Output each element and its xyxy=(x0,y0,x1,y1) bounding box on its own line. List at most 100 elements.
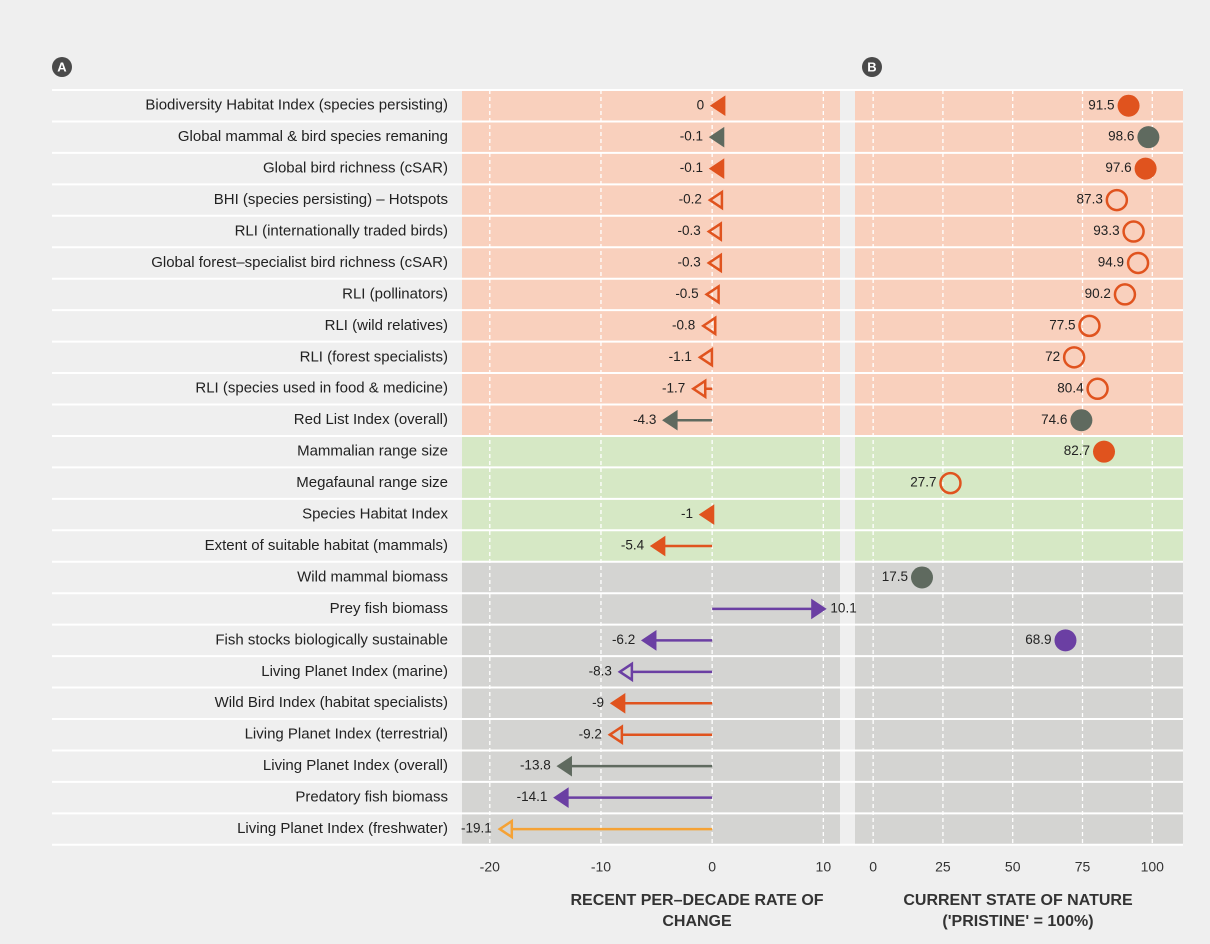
row-band xyxy=(855,530,1183,562)
value-label: -0.8 xyxy=(672,317,695,332)
arrow xyxy=(640,630,713,651)
dot xyxy=(1122,220,1145,243)
category-label: Global bird richness (cSAR) xyxy=(263,160,448,177)
value-label: 27.7 xyxy=(910,475,936,490)
row-band xyxy=(462,310,840,342)
arrow xyxy=(497,818,713,840)
value-label: 97.6 xyxy=(1105,160,1131,175)
arrow xyxy=(617,661,713,683)
x-tick-label: 0 xyxy=(869,859,877,875)
category-label: Wild mammal biomass xyxy=(297,568,448,585)
row-band xyxy=(462,467,840,499)
row-band xyxy=(462,341,840,374)
arrow xyxy=(709,95,726,117)
dot xyxy=(1137,126,1160,149)
row-band xyxy=(855,310,1183,342)
category-label: Prey fish biomass xyxy=(330,600,448,617)
dot xyxy=(1117,94,1140,117)
category-label: BHI (species persisting) – Hotspots xyxy=(214,191,448,208)
dot xyxy=(1070,409,1093,432)
arrow xyxy=(706,221,723,242)
row-band xyxy=(855,467,1183,499)
category-label: Red List Index (overall) xyxy=(294,411,448,428)
dot xyxy=(1062,346,1086,369)
arrow xyxy=(704,284,720,305)
value-label: -19.1 xyxy=(461,821,492,836)
value-label: 90.2 xyxy=(1085,286,1111,301)
value-label: -9 xyxy=(592,695,604,710)
category-label: RLI (forest specialists) xyxy=(300,348,448,365)
value-label: -0.5 xyxy=(675,286,698,301)
category-label: Living Planet Index (marine) xyxy=(261,663,448,680)
arrow xyxy=(712,598,827,620)
arrow xyxy=(706,252,723,274)
x-tick-label: 100 xyxy=(1141,859,1165,875)
category-label: Biodiversity Habitat Index (species pers… xyxy=(145,97,448,114)
value-label: -1.1 xyxy=(669,349,692,364)
value-label: 72 xyxy=(1045,349,1060,364)
value-label: -13.8 xyxy=(520,758,551,773)
row-band xyxy=(855,121,1183,153)
arrow xyxy=(649,535,713,557)
value-label: 91.5 xyxy=(1088,97,1114,112)
x-tick-label: -20 xyxy=(480,859,500,875)
row-band xyxy=(462,121,840,153)
panel-badge xyxy=(52,57,72,77)
x-tick-label: 0 xyxy=(708,859,716,875)
value-label: 74.6 xyxy=(1041,412,1067,427)
category-label: Living Planet Index (freshwater) xyxy=(237,820,448,837)
value-label: 87.3 xyxy=(1077,192,1103,207)
value-label: -9.2 xyxy=(579,726,602,741)
value-label: -5.4 xyxy=(621,538,645,553)
row-band xyxy=(855,656,1183,688)
row-band xyxy=(855,781,1183,814)
row-band xyxy=(855,624,1183,657)
row-band xyxy=(855,687,1183,719)
arrow xyxy=(697,346,714,368)
panel-label: B xyxy=(867,59,876,74)
x-tick-label: 10 xyxy=(816,859,832,875)
value-label: 94.9 xyxy=(1098,255,1124,270)
dot xyxy=(1126,251,1150,275)
category-label: Extent of suitable habitat (mammals) xyxy=(205,537,448,554)
arrow xyxy=(690,378,713,400)
dot xyxy=(1086,377,1109,401)
arrow xyxy=(553,787,713,808)
panel-label: A xyxy=(57,59,67,74)
x-tick-label: -10 xyxy=(591,859,611,875)
row-band xyxy=(462,278,840,311)
row-band xyxy=(462,404,840,436)
row-band xyxy=(462,498,840,531)
row-band xyxy=(855,498,1183,531)
category-label: Living Planet Index (terrestrial) xyxy=(245,726,448,743)
row-band xyxy=(855,813,1183,845)
x-tick-label: 50 xyxy=(1005,859,1021,875)
row-band xyxy=(855,561,1183,594)
category-label: RLI (internationally traded birds) xyxy=(235,222,448,239)
row-band xyxy=(855,184,1183,216)
row-band xyxy=(462,435,840,468)
row-band xyxy=(462,215,840,248)
category-label: Global forest–specialist bird richness (… xyxy=(151,254,448,271)
category-label: Global mammal & bird species remaning xyxy=(178,128,448,145)
value-label: -14.1 xyxy=(517,789,548,804)
row-band xyxy=(855,750,1183,782)
x-tick-label: 75 xyxy=(1075,859,1091,875)
value-label: -0.1 xyxy=(680,129,703,144)
dot xyxy=(1093,440,1116,463)
row-band xyxy=(855,593,1183,625)
row-band xyxy=(855,435,1183,468)
row-band xyxy=(855,373,1183,405)
panel-badge xyxy=(862,57,882,77)
arrow xyxy=(707,189,724,211)
arrow xyxy=(708,126,725,148)
category-label: Fish stocks biologically sustainable xyxy=(215,631,448,648)
value-label: 68.9 xyxy=(1025,632,1051,647)
category-label: RLI (species used in food & medicine) xyxy=(195,380,448,397)
x-tick-label: 25 xyxy=(935,859,951,875)
category-label: Species Habitat Index xyxy=(302,506,448,523)
row-band xyxy=(462,561,840,594)
value-label: 0 xyxy=(697,97,705,112)
